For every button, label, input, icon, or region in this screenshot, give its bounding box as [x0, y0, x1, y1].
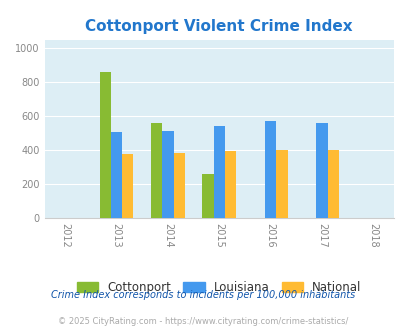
Bar [111, 132, 122, 218]
Text: © 2025 CityRating.com - https://www.cityrating.com/crime-statistics/: © 2025 CityRating.com - https://www.city… [58, 317, 347, 326]
Bar [162, 131, 173, 218]
Bar [173, 153, 184, 218]
Bar [327, 150, 338, 218]
Bar [151, 123, 162, 218]
Bar [264, 121, 275, 218]
Bar [202, 174, 213, 218]
Bar [122, 154, 133, 218]
Text: Crime Index corresponds to incidents per 100,000 inhabitants: Crime Index corresponds to incidents per… [51, 290, 354, 300]
Bar [224, 151, 236, 218]
Bar [275, 149, 287, 218]
Bar [99, 72, 111, 218]
Legend: Cottonport, Louisiana, National: Cottonport, Louisiana, National [73, 277, 364, 297]
Title: Cottonport Violent Crime Index: Cottonport Violent Crime Index [85, 19, 352, 34]
Bar [213, 126, 224, 218]
Bar [315, 123, 327, 218]
